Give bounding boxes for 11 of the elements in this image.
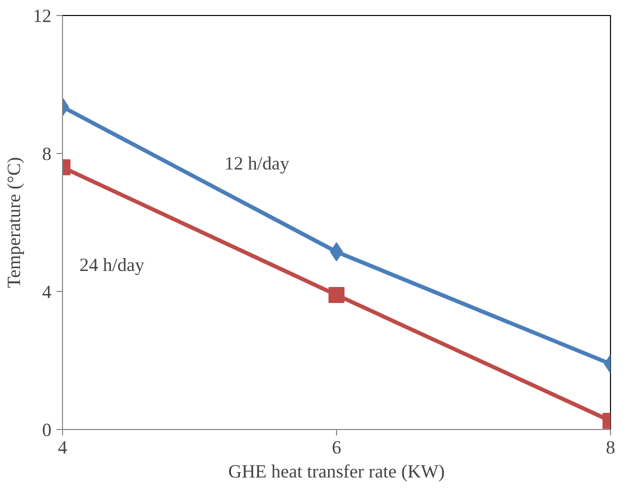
y-axis-title: Temperature (°C) xyxy=(4,156,25,288)
x-axis-title: GHE heat transfer rate (KW) xyxy=(228,462,445,482)
y-tick-label: 12 xyxy=(32,6,52,27)
y-tick-label: 8 xyxy=(42,144,52,165)
y-tick-label: 0 xyxy=(42,420,52,441)
y-tick-label: 4 xyxy=(42,282,52,303)
x-tick-label: 4 xyxy=(58,438,68,458)
x-tick-label: 6 xyxy=(332,438,342,458)
text: 24 h/day xyxy=(80,255,145,276)
x-tick-label: 8 xyxy=(606,438,616,458)
series-label: 12 h/day xyxy=(224,153,290,174)
